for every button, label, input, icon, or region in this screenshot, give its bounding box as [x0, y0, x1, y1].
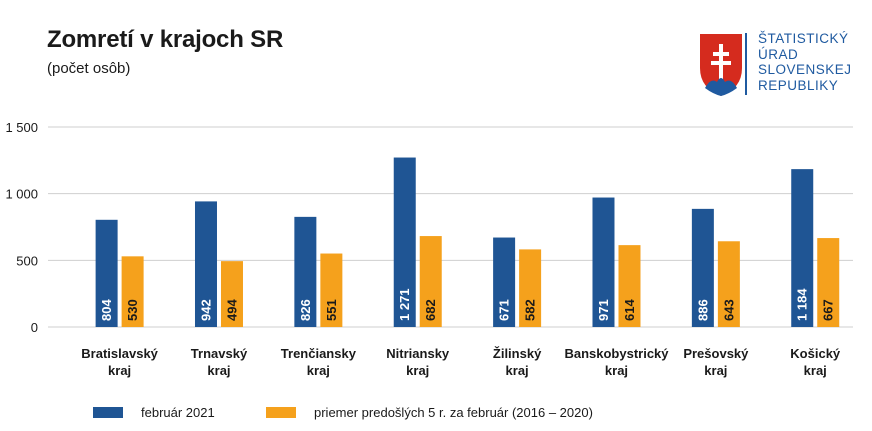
logo-line: REPUBLIKY — [758, 77, 839, 93]
legend-swatch — [266, 407, 296, 418]
x-category-label: Žilinský kraj — [493, 346, 542, 378]
bar — [817, 238, 840, 327]
bar — [194, 201, 217, 327]
bar-value-label: 582 — [523, 299, 538, 321]
bar-value-label: 886 — [695, 299, 710, 321]
x-category-label: Banskobystrický kraj — [564, 346, 669, 378]
bar-value-label: 530 — [125, 299, 140, 321]
bar-value-label: 1 184 — [795, 288, 810, 321]
legend-label: priemer predošlých 5 r. za február (2016… — [314, 405, 593, 420]
bar-value-label: 494 — [224, 299, 239, 321]
bar — [320, 253, 343, 327]
logo-line: SLOVENSKEJ — [758, 62, 852, 77]
x-category-label: Bratislavský kraj — [81, 346, 158, 378]
legend-item-series-1: február 2021 — [93, 405, 215, 420]
bar-value-label: 671 — [497, 299, 512, 321]
bar — [519, 249, 542, 327]
logo-line: ŠTATISTICKÝ — [758, 31, 849, 46]
bar — [618, 245, 641, 327]
bar — [294, 216, 317, 327]
legend: február 2021 priemer predošlých 5 r. za … — [0, 405, 872, 429]
bar-value-label: 667 — [821, 299, 836, 321]
bar-value-label: 614 — [622, 299, 637, 321]
bar — [791, 169, 814, 327]
bar-value-label: 682 — [423, 299, 438, 321]
legend-swatch — [93, 407, 123, 418]
y-tick-label: 1 000 — [5, 187, 38, 202]
legend-label: február 2021 — [141, 405, 215, 420]
bar-value-label: 971 — [596, 299, 611, 321]
x-category-label: Trnavský kraj — [191, 346, 248, 378]
chart-subtitle: (počet osôb) — [47, 60, 131, 77]
x-category-label: Prešovský kraj — [683, 346, 749, 378]
bar-value-label: 1 271 — [397, 288, 412, 321]
bar-value-label: 804 — [99, 299, 114, 321]
bar — [95, 219, 118, 327]
bar-value-label: 551 — [324, 299, 339, 321]
x-category-label: Košický kraj — [790, 346, 841, 378]
x-category-label: Trenčiansky kraj — [281, 346, 357, 378]
bar-value-label: 942 — [198, 299, 213, 321]
bar — [592, 197, 615, 327]
bar-chart: 0 500 1 000 1 500 804 530 Bratislavský kraj 942 4… — [5, 120, 853, 378]
bar — [393, 157, 416, 327]
bar — [691, 208, 714, 327]
x-category-label: Nitriansky kraj — [386, 346, 450, 378]
institution-logo-text: ŠTATISTICKÝ ÚRAD SLOVENSKEJ REPUBLIKY — [758, 31, 868, 93]
y-tick-label: 0 — [31, 320, 38, 335]
logo-line: ÚRAD — [758, 46, 799, 62]
bar-value-label: 826 — [298, 299, 313, 321]
bar — [220, 261, 243, 327]
logo-divider — [745, 33, 747, 95]
y-tick-label: 1 500 — [5, 120, 38, 135]
legend-item-series-2: priemer predošlých 5 r. za február (2016… — [266, 405, 593, 420]
slovak-coat-of-arms-icon — [700, 34, 742, 96]
bar — [717, 241, 740, 327]
bar — [493, 237, 516, 327]
bar — [419, 236, 442, 327]
bar — [121, 256, 144, 327]
bar-value-label: 643 — [721, 299, 736, 321]
y-tick-label: 500 — [16, 253, 38, 268]
chart-title: Zomretí v krajoch SR — [47, 26, 284, 53]
